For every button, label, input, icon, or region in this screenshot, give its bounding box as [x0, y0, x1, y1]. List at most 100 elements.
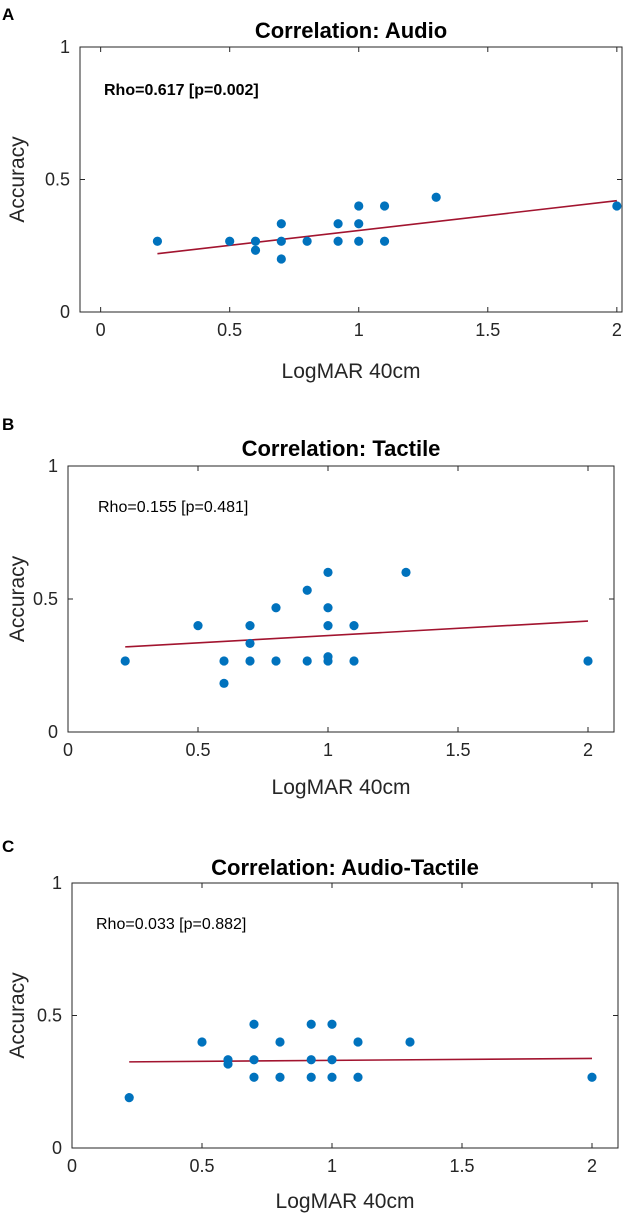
x-axis-label: LogMAR 40cm [282, 360, 421, 383]
data-point [327, 1019, 337, 1029]
x-tick-label: 2 [612, 320, 622, 340]
panel-letter: B [2, 415, 14, 434]
data-point [271, 603, 281, 613]
data-point [323, 656, 333, 666]
data-point [333, 236, 343, 246]
x-tick-label: 1.5 [475, 320, 500, 340]
data-point [353, 1072, 363, 1082]
y-tick-label: 0 [52, 1138, 62, 1158]
x-tick-label: 0.5 [185, 740, 210, 760]
panel-a: A Correlation: Audio 0 0.5 1 1.5 2 0 0.5 1 LogMAR … [2, 5, 623, 383]
y-tick-label: 0.5 [37, 1006, 62, 1026]
data-point [276, 254, 286, 264]
data-point [219, 678, 229, 688]
x-tick-label: 2 [587, 1156, 597, 1176]
y-axis-label: Accuracy [6, 136, 29, 223]
data-point [245, 638, 255, 649]
y-tick-label: 1 [48, 456, 58, 476]
data-point [379, 201, 390, 211]
y-tick-label: 0.5 [45, 170, 70, 190]
chart-title: Correlation: Audio-Tactile [211, 855, 479, 880]
data-point [327, 1072, 337, 1082]
data-point [275, 1037, 285, 1047]
data-point [124, 1093, 134, 1103]
data-point [250, 236, 261, 246]
x-tick-label: 0 [63, 740, 73, 760]
y-tick-label: 1 [60, 37, 70, 57]
data-point [245, 656, 255, 666]
x-tick-label: 1 [323, 740, 333, 760]
data-point [193, 621, 203, 631]
panel-b: B Correlation: Tactile 0 0.5 1 1.5 2 0 0.5 1 LogMA… [2, 415, 615, 799]
data-point [249, 1055, 259, 1065]
correlation-annotation: Rho=0.155 [p=0.481] [98, 499, 248, 516]
y-tick-label: 0.5 [33, 589, 58, 609]
data-point [245, 621, 255, 631]
panel-letter: C [2, 837, 14, 856]
data-point [349, 656, 359, 666]
x-tick-label: 1.5 [445, 740, 470, 760]
data-point [323, 621, 333, 631]
data-point [275, 1072, 285, 1082]
y-axis-label: Accuracy [6, 555, 29, 642]
x-tick-label: 1 [354, 320, 364, 340]
regression-line [125, 620, 589, 648]
data-point [379, 236, 390, 246]
data-point [225, 236, 235, 246]
data-point [327, 1055, 337, 1065]
x-tick-label: 0 [67, 1156, 77, 1176]
data-point [353, 1037, 363, 1047]
data-point [612, 201, 622, 211]
x-tick-label: 0.5 [217, 320, 242, 340]
data-point [405, 1037, 415, 1047]
data-point [333, 219, 343, 229]
data-point [306, 1019, 316, 1029]
data-point [306, 1072, 316, 1082]
panel-c: C Correlation: Audio-Tactile 0 0.5 1 1.5 2 0 0.5… [2, 837, 619, 1213]
y-tick-label: 0 [60, 302, 70, 322]
regression-line [129, 1057, 593, 1063]
data-point [354, 201, 364, 211]
data-point [271, 656, 281, 666]
data-point [223, 1059, 233, 1069]
data-point [583, 656, 593, 666]
data-point [354, 219, 364, 229]
x-tick-label: 2 [583, 740, 593, 760]
x-tick-label: 0 [96, 320, 106, 340]
data-point [276, 236, 286, 246]
data-point [219, 656, 229, 666]
data-point [354, 236, 364, 246]
correlation-annotation: Rho=0.033 [p=0.882] [96, 916, 246, 933]
data-point [250, 245, 261, 255]
chart-title: Correlation: Tactile [242, 436, 441, 461]
regression-line [157, 199, 617, 255]
correlation-annotation: Rho=0.617 [p=0.002] [104, 82, 259, 99]
panel-letter: A [2, 5, 14, 24]
x-axis-label: LogMAR 40cm [272, 776, 411, 799]
x-tick-label: 1.5 [449, 1156, 474, 1176]
plot-area [79, 46, 623, 313]
data-point [249, 1019, 259, 1029]
data-point [349, 621, 359, 631]
data-point [323, 603, 333, 613]
plot-area [71, 882, 619, 1149]
y-tick-label: 1 [52, 873, 62, 893]
data-point [249, 1072, 259, 1082]
y-tick-label: 0 [48, 722, 58, 742]
data-point [197, 1037, 207, 1047]
data-point [306, 1055, 316, 1065]
y-axis-label: Accuracy [6, 972, 29, 1059]
data-point [431, 192, 441, 202]
data-point [302, 236, 312, 246]
chart-title: Correlation: Audio [255, 18, 447, 43]
data-point [587, 1072, 597, 1082]
x-tick-label: 0.5 [189, 1156, 214, 1176]
x-axis-label: LogMAR 40cm [276, 1190, 415, 1213]
data-point [302, 585, 312, 595]
data-point [323, 567, 333, 578]
data-point [276, 219, 286, 229]
x-tick-label: 1 [327, 1156, 337, 1176]
data-point [120, 656, 130, 666]
data-point [401, 567, 411, 578]
